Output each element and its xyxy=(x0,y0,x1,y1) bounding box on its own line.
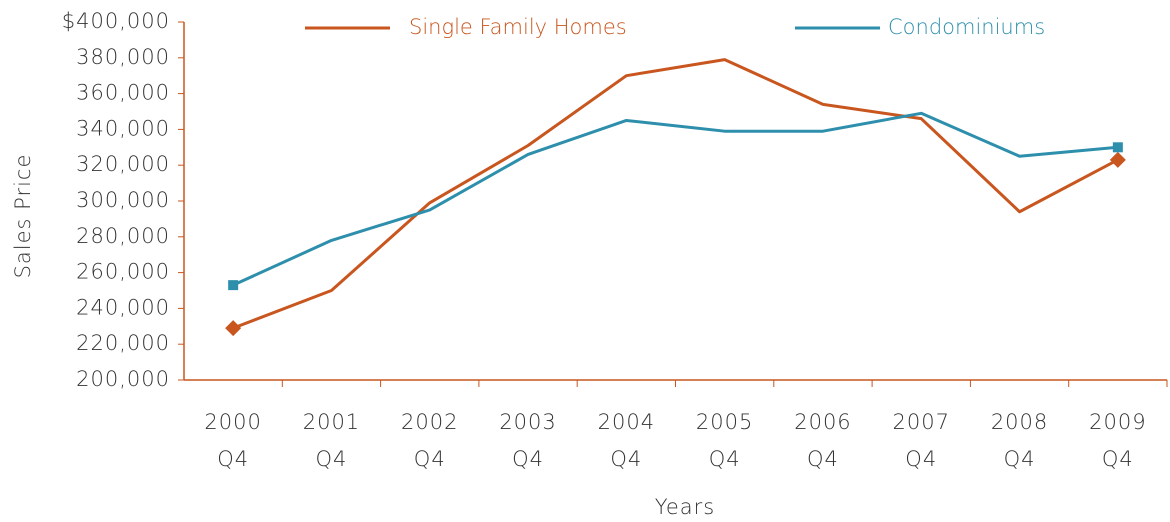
y-axis-label: Sales Price xyxy=(11,154,35,279)
y-tick-label: 220,000 xyxy=(76,331,170,355)
x-tick-label: 2006 xyxy=(794,410,851,434)
x-tick-label: 2005 xyxy=(696,410,753,434)
x-tick-label: Q4 xyxy=(217,447,249,471)
y-tick-label: 360,000 xyxy=(76,81,170,105)
legend-label: Single Family Homes xyxy=(409,15,627,39)
y-tick-label: 240,000 xyxy=(76,295,170,319)
series-line xyxy=(232,111,1118,287)
x-tick-label: 2007 xyxy=(893,410,950,434)
x-tick-label: 2002 xyxy=(401,410,458,434)
x-tick-label: 2003 xyxy=(499,410,556,434)
x-tick-label: Q4 xyxy=(1102,447,1134,471)
x-tick-label: Q4 xyxy=(709,447,741,471)
y-tick-label: 200,000 xyxy=(76,367,170,391)
y-tick-label: 280,000 xyxy=(76,224,170,248)
x-tick-label: Q4 xyxy=(610,447,642,471)
x-tick-label: Q4 xyxy=(316,447,348,471)
y-tick-label: 260,000 xyxy=(76,260,170,284)
marker xyxy=(1112,142,1123,153)
x-tick-label: Q4 xyxy=(512,447,544,471)
marker xyxy=(1109,151,1126,168)
y-tick-label: $400,000 xyxy=(62,9,170,33)
marker xyxy=(225,320,242,337)
x-tick-label: 2001 xyxy=(303,410,360,434)
y-tick-label: 380,000 xyxy=(76,45,170,69)
series-line xyxy=(232,58,1119,330)
x-tick-label: 2009 xyxy=(1089,410,1146,434)
x-tick-label: Q4 xyxy=(807,447,839,471)
x-tick-label: 2000 xyxy=(204,410,261,434)
x-tick-label: 2004 xyxy=(598,410,655,434)
y-tick-label: 340,000 xyxy=(76,116,170,140)
y-tick-label: 320,000 xyxy=(76,152,170,176)
marker xyxy=(228,280,239,291)
x-tick-label: Q4 xyxy=(905,447,937,471)
y-tick-label: 300,000 xyxy=(76,188,170,212)
legend-label: Condominiums xyxy=(888,15,1045,39)
x-tick-label: Q4 xyxy=(414,447,446,471)
x-tick-label: 2008 xyxy=(991,410,1048,434)
x-tick-label: Q4 xyxy=(1004,447,1036,471)
x-axis-label: Years xyxy=(655,495,715,519)
